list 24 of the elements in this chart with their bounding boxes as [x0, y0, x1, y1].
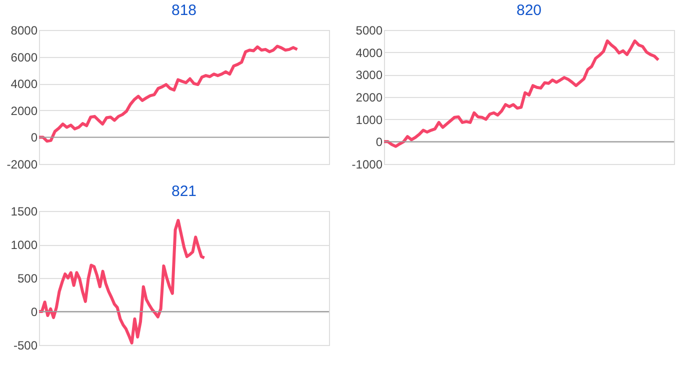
chart-title: 820 — [516, 2, 542, 19]
y-tick-label: 6000 — [10, 50, 38, 64]
y-tick-label: 0 — [30, 130, 38, 145]
y-tick-label: 5000 — [356, 24, 383, 38]
chart-title: 821 — [171, 183, 197, 200]
y-tick-label: 1500 — [10, 204, 38, 218]
y-tick-label: 4000 — [356, 46, 383, 60]
y-tick-label: -500 — [13, 338, 38, 352]
y-tick-label: 4000 — [10, 77, 38, 92]
line-series — [39, 218, 206, 344]
line-series — [384, 39, 660, 148]
y-tick-label: 2000 — [10, 104, 38, 118]
y-tick-label: 3000 — [356, 68, 383, 82]
line-series — [39, 44, 299, 143]
y-tick-label: 0 — [376, 135, 383, 150]
chart-title: 818 — [171, 2, 197, 19]
y-tick-label: 1000 — [10, 238, 38, 252]
y-tick-label: 500 — [17, 272, 38, 286]
y-tick-label: 1000 — [356, 112, 383, 127]
y-tick-label: 8000 — [10, 24, 38, 38]
y-tick-label: 2000 — [356, 90, 383, 104]
y-tick-label: -2000 — [6, 158, 38, 172]
y-tick-label: 0 — [30, 305, 38, 319]
y-tick-label: -1000 — [352, 158, 383, 172]
